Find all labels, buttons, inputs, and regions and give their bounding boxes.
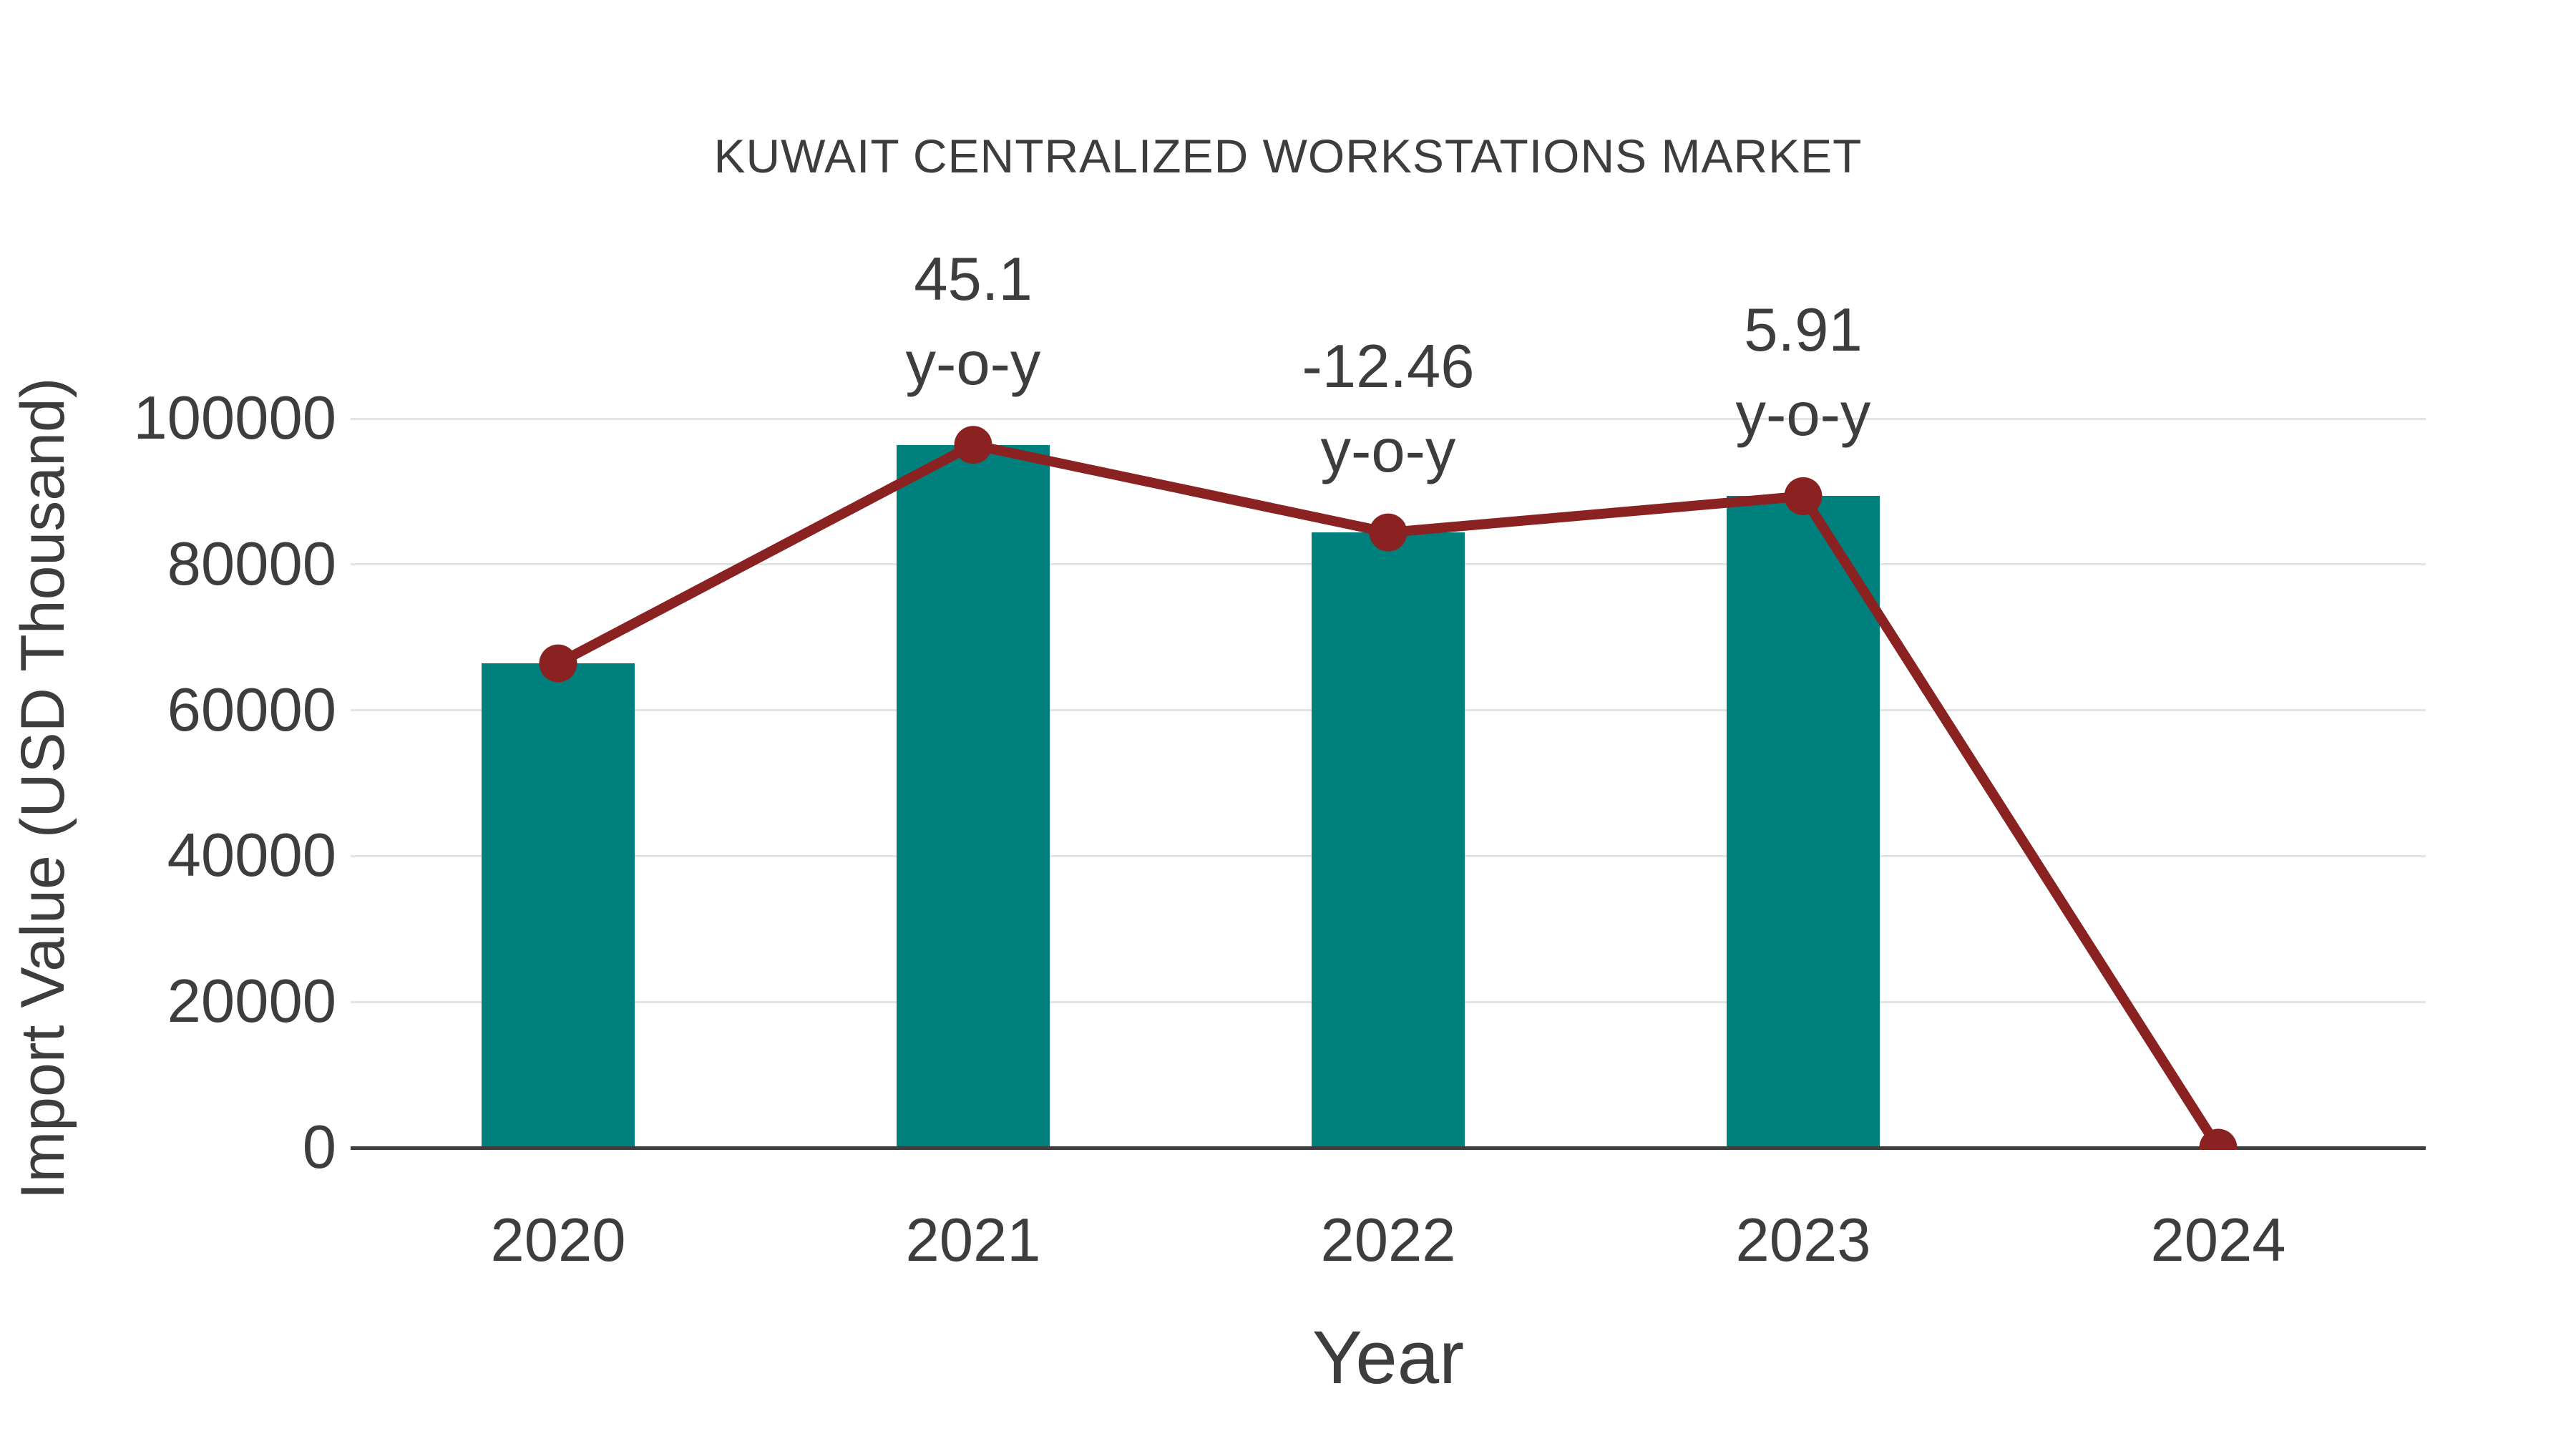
bar-2022 [1312,532,1465,1148]
x-tick-label-2020: 2020 [490,1206,626,1274]
y-tick-label: 0 [302,1113,336,1181]
y-tick-label: 60000 [167,675,336,744]
x-tick-label-2021: 2021 [905,1206,1041,1274]
y-tick-label: 100000 [133,384,336,452]
x-axis-title: Year [1312,1316,1465,1400]
annotation-2021: 45.1 y-o-y [905,245,1041,398]
annotation-2023: 5.91 y-o-y [1735,296,1871,449]
marker-2020 [539,644,577,683]
y-tick-label: 80000 [167,530,336,598]
bar-2023 [1727,496,1880,1148]
x-tick-label-2024: 2024 [2150,1206,2286,1274]
marker-2021 [954,426,992,464]
line-series [539,426,2238,1150]
bar-2020 [482,663,635,1148]
marker-2024 [2199,1128,2238,1150]
y-tick-label: 20000 [167,967,336,1036]
marker-2022 [1369,513,1407,552]
x-axis-line [351,1146,2426,1150]
x-tick-label-2022: 2022 [1320,1206,1456,1274]
y-tick-label: 40000 [167,821,336,890]
marker-2023 [1784,477,1823,515]
annotation-2022: -12.46 y-o-y [1302,333,1475,486]
bar-2021 [897,444,1050,1148]
x-tick-label-2023: 2023 [1735,1206,1871,1274]
chart-title: KUWAIT CENTRALIZED WORKSTATIONS MARKET [713,130,1863,182]
y-axis-title: Import Value (USD Thousand) [9,377,77,1200]
gridline-100000 [351,417,2426,420]
